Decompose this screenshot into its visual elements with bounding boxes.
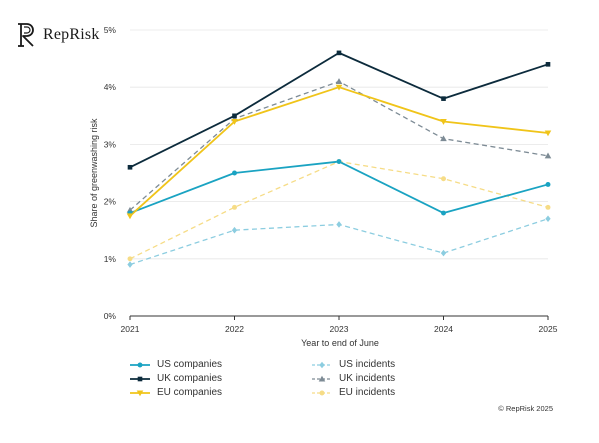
x-axis-label: Year to end of June <box>301 338 379 348</box>
data-point-us-incidents <box>336 221 342 228</box>
x-axis: 2021 2022 2023 2024 2025 <box>121 315 558 334</box>
y-tick-label: 0% <box>104 311 117 321</box>
legend-item-eu-incidents: EU incidents <box>311 387 461 398</box>
legend-marker <box>319 390 325 395</box>
legend-swatch <box>312 375 332 381</box>
legend-label: EU incidents <box>339 387 396 398</box>
data-point-us-incidents <box>440 249 447 257</box>
chart-legend: US companies US incidents UK companies UK i… <box>129 359 459 398</box>
data-point-uk-incidents <box>335 78 343 84</box>
series-line-us-companies <box>129 160 549 214</box>
data-point-uk-companies <box>336 50 342 56</box>
data-point-us-incidents <box>127 261 133 268</box>
legend-label: UK incidents <box>339 373 396 384</box>
legend-swatch <box>312 390 332 395</box>
x-tick-label: 2023 <box>330 324 349 334</box>
data-point-eu-companies <box>126 213 134 220</box>
legend-marker <box>137 362 143 367</box>
data-point-eu-companies <box>440 119 447 125</box>
data-point-uk-companies <box>232 113 237 119</box>
x-tick-label: 2022 <box>225 324 244 334</box>
legend-item-us-incidents: US incidents <box>311 359 461 370</box>
data-point-eu-companies <box>335 84 343 91</box>
legend-item-eu-companies: EU companies <box>129 387 311 398</box>
series-line-uk-incidents <box>129 80 549 211</box>
legend-item-uk-companies: UK companies <box>129 373 311 384</box>
reprisk-r-logo-icon <box>18 23 34 47</box>
data-point-eu-incidents <box>232 204 237 210</box>
series-line-eu-companies <box>129 86 549 217</box>
y-tick-label: 5% <box>104 25 117 35</box>
brand-logo: RepRisk <box>16 23 100 47</box>
legend-swatch <box>312 361 332 368</box>
data-point-uk-incidents <box>544 152 552 159</box>
y-tick-label: 2% <box>104 197 117 207</box>
data-point-eu-incidents <box>441 176 446 182</box>
legend-item-us-companies: US companies <box>129 359 311 370</box>
data-point-eu-companies <box>544 130 552 137</box>
y-tick-label: 1% <box>104 254 117 264</box>
legend-label: UK companies <box>157 373 223 384</box>
data-point-uk-companies <box>545 62 551 67</box>
legend-marker <box>319 361 325 368</box>
series-lines <box>129 51 549 266</box>
x-tick-label: 2025 <box>539 324 558 334</box>
data-point-us-companies <box>232 170 237 176</box>
data-point-uk-companies <box>441 96 446 101</box>
legend-label: US incidents <box>339 359 396 370</box>
data-point-us-incidents <box>545 215 551 223</box>
legend-label: US companies <box>157 359 223 370</box>
series-line-eu-incidents <box>129 160 549 260</box>
legend-marker <box>318 375 326 381</box>
y-tick-labels: 0% 1% 2% 3% 4% 5% <box>104 25 117 321</box>
legend-swatch <box>130 376 150 381</box>
x-tick-label: 2024 <box>434 324 453 334</box>
data-point-eu-companies <box>231 119 238 125</box>
legend-swatch <box>130 390 150 396</box>
data-point-us-companies <box>441 210 446 216</box>
data-point-uk-incidents <box>440 135 447 142</box>
legend-marker <box>136 390 144 396</box>
data-point-eu-incidents <box>545 204 551 210</box>
copyright-note: © RepRisk 2025 <box>498 404 553 413</box>
series-markers <box>126 50 552 268</box>
legend-swatch <box>130 362 150 367</box>
data-point-eu-incidents <box>127 256 133 262</box>
y-tick-label: 3% <box>104 139 117 149</box>
data-point-us-companies <box>545 181 551 187</box>
y-axis-label: Share of greenwashing risk <box>89 118 99 228</box>
series-line-uk-companies <box>129 51 549 169</box>
legend-item-uk-incidents: UK incidents <box>311 373 461 384</box>
y-tick-label: 4% <box>104 82 117 92</box>
legend-marker <box>137 376 143 381</box>
brand-name: RepRisk <box>43 26 100 43</box>
data-point-us-incidents <box>231 226 238 234</box>
x-tick-label: 2021 <box>121 324 140 334</box>
data-point-us-companies <box>336 159 342 165</box>
legend-label: EU companies <box>157 387 223 398</box>
data-point-uk-companies <box>127 164 133 170</box>
